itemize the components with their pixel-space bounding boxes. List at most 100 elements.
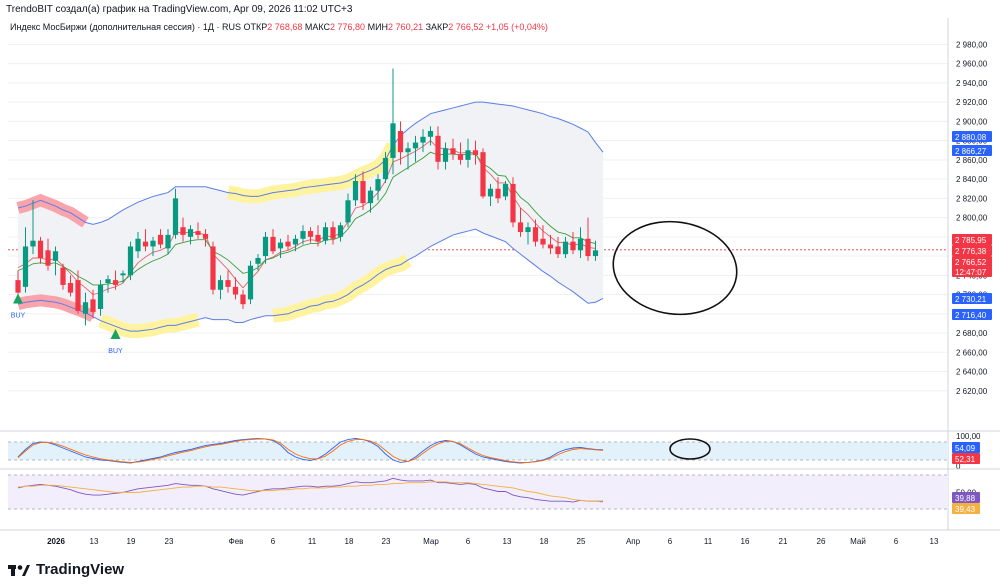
price-label-upper-band-2: 2 866,27 — [955, 147, 987, 156]
stoch-value-1-bg — [952, 442, 980, 453]
price-label-countdown-bg — [952, 266, 992, 277]
x-tick-label: 19 — [127, 537, 136, 546]
stoch-line-0 — [17, 437, 604, 464]
candle-body — [367, 190, 374, 204]
rsi-line-0 — [17, 477, 603, 503]
candle-body — [37, 240, 44, 258]
candle-body — [555, 246, 561, 255]
x-tick-label: 26 — [817, 537, 826, 546]
stoch-value-1: 54,09 — [955, 444, 976, 453]
candle-body — [397, 131, 404, 153]
candle-body — [337, 225, 344, 237]
candle-body — [442, 148, 449, 162]
candle-body — [307, 231, 314, 237]
candle-body — [142, 241, 149, 247]
y-tick-label: 2 620,00 — [956, 387, 988, 396]
candle-body — [270, 236, 276, 252]
candle-body — [292, 238, 299, 245]
price-label-upper-band-2-bg — [952, 145, 992, 156]
y-tick-label: 2 680,00 — [956, 329, 988, 338]
price-label-last-bg — [952, 256, 992, 267]
candle-body — [262, 236, 269, 257]
candle-body — [457, 154, 464, 160]
y-tick-label: 2 920,00 — [956, 98, 988, 107]
rsi-band-fill — [8, 475, 948, 509]
candle-body — [225, 280, 231, 287]
candle-body — [285, 241, 291, 247]
candle-body — [210, 246, 216, 290]
candle-body — [90, 299, 96, 312]
x-tick-label: Мар — [423, 537, 439, 546]
candle-body — [30, 240, 36, 247]
candle-body — [97, 284, 104, 309]
candle-body — [405, 148, 411, 153]
candle-body — [165, 234, 171, 249]
candle-body — [487, 188, 494, 197]
candle-body — [217, 280, 224, 290]
price-label-ema-fast: 2 785,95 — [955, 236, 987, 245]
candle-body — [52, 251, 59, 261]
y-tick-label: 2 900,00 — [956, 117, 988, 126]
bollinger-upper-line — [17, 101, 604, 225]
candle-body — [345, 200, 351, 223]
x-tick-label: Май — [850, 537, 866, 546]
y-tick-label: 2 940,00 — [956, 79, 988, 88]
y-tick-label: 2 980,00 — [956, 40, 988, 49]
tradingview-logo-icon — [8, 564, 30, 576]
rsi-value-2: 39,43 — [955, 505, 976, 514]
candle-body — [585, 238, 591, 257]
candle-body — [22, 246, 29, 287]
x-tick-label: 11 — [308, 537, 317, 546]
candle-body — [330, 227, 336, 239]
ema-fast-line — [17, 140, 596, 296]
price-label-lower-band-bg — [952, 293, 992, 304]
x-tick-label: 13 — [90, 537, 99, 546]
candle-body — [300, 231, 306, 239]
x-tick-label: 6 — [466, 537, 471, 546]
candle-body — [352, 181, 359, 201]
candle-body — [15, 280, 21, 293]
candle-body — [510, 183, 516, 223]
buy-signal-label: BUY — [11, 312, 26, 319]
y-tick-label: 2 660,00 — [956, 348, 988, 357]
x-tick-label: Фев — [229, 537, 244, 546]
x-tick-label: 6 — [271, 537, 276, 546]
change-value: +1,05 (+0,04%) — [485, 22, 548, 32]
candle-body — [570, 241, 576, 251]
candle-body — [390, 123, 396, 158]
candle-body — [427, 131, 434, 137]
x-tick-label: Апр — [626, 537, 641, 546]
x-tick-label: 18 — [540, 537, 549, 546]
candle-body — [202, 233, 209, 239]
candle-body — [180, 227, 186, 235]
low-label: МИН — [367, 22, 389, 32]
x-tick-label: 18 — [345, 537, 354, 546]
y-tick-label: 2 960,00 — [956, 60, 988, 69]
candle-body — [375, 179, 381, 191]
candle-body — [540, 238, 546, 245]
x-tick-label: 13 — [503, 537, 512, 546]
annotation-circle — [612, 220, 738, 316]
candle-body — [82, 302, 89, 314]
price-label-ema-slow: 2 776,38 — [955, 247, 987, 256]
bollinger-fill — [18, 102, 603, 332]
candle-body — [382, 157, 389, 180]
candle-body — [120, 273, 126, 276]
candle-body — [412, 142, 419, 149]
attribution-text: TrendoBIT создал(а) график на TradingVie… — [6, 4, 353, 15]
price-label-upper-band-bg — [952, 131, 992, 142]
symbol-name[interactable]: Индекс МосБиржи (дополнительная сессия) … — [10, 22, 242, 32]
candle-body — [255, 258, 261, 264]
buy-signal-arrow — [13, 293, 23, 304]
stoch-value-2: 52,31 — [955, 455, 976, 464]
price-label-last: 2 766,52 — [955, 258, 987, 267]
candle-body — [360, 181, 366, 204]
buy-signal-label: BUY — [108, 348, 123, 355]
close-label: ЗАКР — [425, 22, 449, 32]
low-value: 2 760,21 — [388, 22, 424, 32]
candle-body — [577, 238, 584, 251]
bollinger-lower-line — [17, 228, 604, 332]
candle-body — [187, 229, 194, 237]
